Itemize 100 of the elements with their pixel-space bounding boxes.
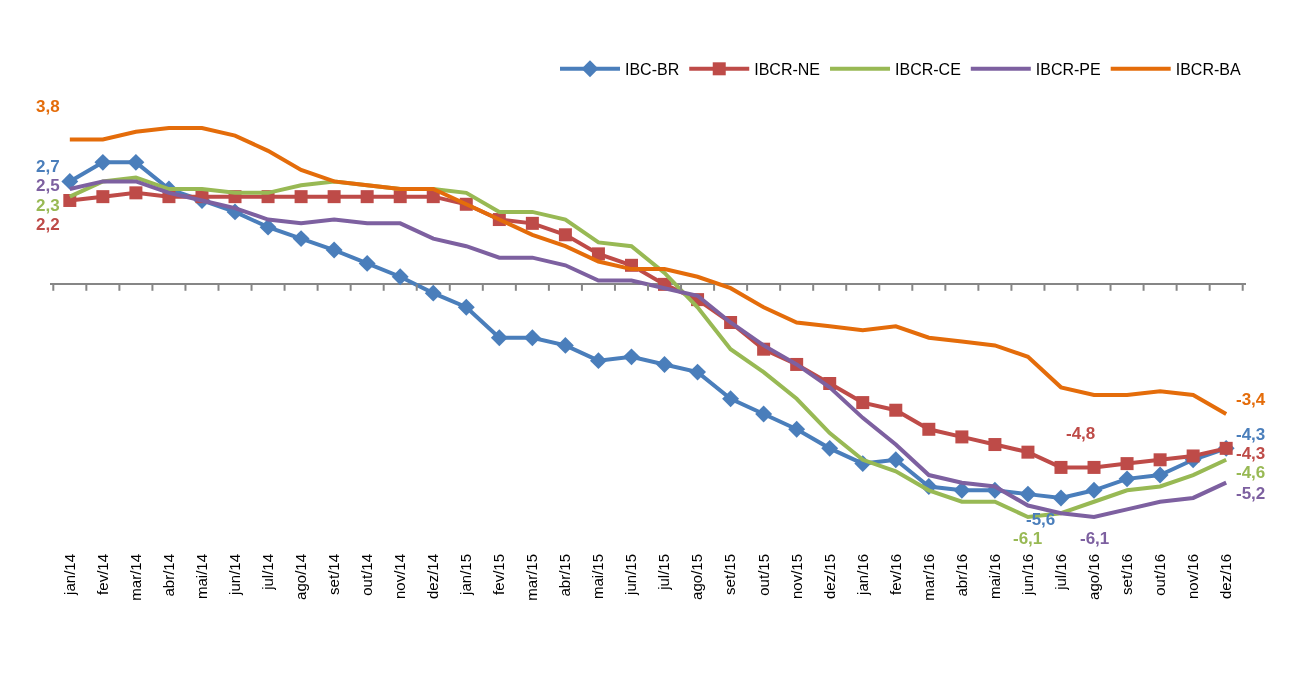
point [856, 396, 870, 410]
point [887, 451, 905, 469]
x-tick-label: jun/14 [225, 554, 243, 596]
point [1151, 466, 1169, 484]
point [457, 298, 475, 316]
point [656, 356, 673, 373]
data-label: -4,3 [1236, 444, 1266, 463]
x-tick-label: jan/16 [853, 554, 871, 596]
x-tick-label: fev/16 [886, 554, 904, 595]
point [129, 186, 143, 200]
x-tick-label: fev/15 [490, 554, 508, 595]
legend-label: IBC-BR [625, 61, 680, 79]
point [623, 348, 640, 366]
x-tick-label: set/16 [1117, 554, 1135, 595]
point [1118, 470, 1136, 488]
x-tick-label: ago/16 [1084, 554, 1102, 600]
x-tick-label: mai/14 [192, 554, 210, 600]
x-tick-label: abr/14 [159, 554, 177, 597]
x-tick-label: mar/16 [919, 554, 937, 601]
point [788, 420, 806, 438]
legend-label: IBCR-CE [895, 61, 961, 79]
point [589, 352, 607, 370]
point [393, 190, 407, 204]
x-tick-label: set/15 [721, 554, 739, 595]
point [922, 422, 936, 436]
legend-label: IBCR-PE [1035, 61, 1101, 79]
point [889, 403, 903, 417]
point [955, 430, 969, 444]
data-label: -4,8 [1066, 424, 1096, 443]
point [292, 230, 310, 248]
point [127, 153, 145, 171]
x-tick-label: jun/15 [622, 554, 640, 596]
point [1153, 453, 1167, 467]
x-tick-label: mar/14 [126, 554, 144, 601]
data-label: 3,8 [36, 97, 60, 116]
x-tick-label: nov/15 [787, 554, 805, 600]
point [689, 363, 707, 381]
point [327, 190, 341, 204]
point [755, 405, 773, 423]
point [722, 390, 740, 408]
point [525, 216, 539, 230]
point [1052, 489, 1070, 507]
legend-label: IBCR-BA [1175, 61, 1241, 79]
x-tick-label: dez/16 [1217, 554, 1235, 600]
x-tick-label: jan/15 [457, 554, 475, 596]
data-label: 2,3 [36, 196, 60, 215]
data-label: 2,7 [36, 157, 60, 176]
point [96, 190, 110, 204]
x-tick-label: fev/14 [93, 554, 111, 595]
point [325, 241, 343, 259]
data-label: 2,2 [36, 215, 60, 234]
x-tick-label: jul/14 [258, 554, 276, 591]
x-tick-label: nov/16 [1184, 554, 1202, 600]
x-tick-label: abr/15 [556, 554, 574, 597]
point [391, 268, 409, 286]
point [358, 254, 376, 272]
x-tick-label: jan/14 [60, 554, 78, 596]
data-label: 2,5 [36, 176, 60, 195]
point [1087, 460, 1101, 474]
x-tick-label: out/14 [358, 554, 376, 596]
point [94, 153, 112, 171]
x-tick-label: jul/16 [1051, 554, 1069, 591]
x-tick-label: jun/16 [1018, 554, 1036, 596]
point [591, 247, 605, 261]
x-tick-label: dez/14 [424, 554, 442, 600]
point [490, 329, 508, 347]
legend-label: IBCR-NE [754, 61, 821, 79]
point [988, 438, 1002, 452]
point [1120, 457, 1134, 471]
point [61, 172, 79, 190]
point [424, 284, 442, 302]
x-tick-label: mar/15 [523, 554, 541, 601]
x-tick-label: ago/15 [688, 554, 706, 600]
data-label: -4,3 [1236, 425, 1266, 444]
x-tick-label: set/14 [325, 554, 343, 595]
point [523, 329, 541, 347]
x-tick-label: abr/16 [952, 554, 970, 597]
point [558, 228, 572, 242]
x-tick-label: jul/15 [655, 554, 673, 591]
point [1019, 485, 1037, 503]
point [821, 439, 839, 457]
x-tick-label: mai/15 [589, 554, 607, 600]
x-tick-label: out/15 [754, 554, 772, 596]
point [1054, 460, 1068, 474]
x-tick-label: ago/14 [291, 554, 309, 600]
x-tick-label: dez/15 [820, 554, 838, 600]
x-tick-label: nov/14 [391, 554, 409, 600]
data-label: -5,2 [1236, 484, 1266, 503]
point [1186, 449, 1200, 463]
point [556, 336, 574, 354]
point [294, 190, 308, 204]
x-tick-label: out/16 [1150, 554, 1168, 596]
point [360, 190, 374, 204]
point [1085, 481, 1103, 499]
x-tick-label: mai/16 [985, 554, 1003, 600]
point [1021, 445, 1035, 459]
data-label: -3,4 [1236, 390, 1266, 409]
data-label: -6,1 [1080, 529, 1110, 548]
data-label: -4,6 [1236, 463, 1266, 482]
data-label: -6,1 [1013, 529, 1043, 548]
